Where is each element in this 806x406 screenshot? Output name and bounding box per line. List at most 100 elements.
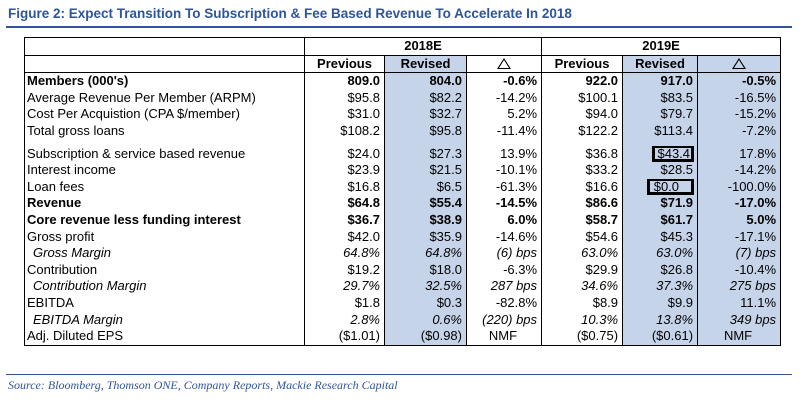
- cell: NMF: [465, 328, 543, 346]
- table-row: Revenue $64.8 $55.4 -14.5% $86.6 $71.9 -…: [24, 195, 781, 212]
- cell: -10.4%: [697, 261, 781, 279]
- cell: -7.2%: [697, 122, 781, 140]
- cell: $61.7: [622, 211, 698, 229]
- cell: $19.2: [347, 261, 380, 277]
- cell: $18.0: [384, 261, 467, 279]
- highlighted-cell: $43.4: [622, 145, 698, 163]
- cell: -82.8%: [465, 294, 543, 312]
- cell: -100.0%: [697, 178, 781, 196]
- cell: $6.5: [384, 178, 467, 196]
- cell: -15.2%: [697, 106, 781, 123]
- cell: 287 bps: [465, 278, 543, 295]
- cell: $28.5: [622, 162, 698, 179]
- table-row: EBITDA Margin 2.8% 0.6% (220) bps 10.3% …: [24, 311, 781, 329]
- row-label: Total gross loans: [24, 122, 305, 140]
- cell: $95.8: [384, 122, 467, 140]
- year-2019e-header: 2019E: [541, 37, 781, 56]
- cell: -11.4%: [465, 122, 543, 140]
- table-row: Gross profit $42.0 $35.9 -14.6% $54.6 $4…: [24, 228, 781, 246]
- cell: 63.0%: [581, 245, 619, 261]
- previous-header-2019: Previous: [541, 55, 623, 74]
- cell: $82.2: [384, 89, 467, 107]
- row-label: EBITDA: [24, 294, 305, 312]
- cell: 5.0%: [697, 211, 781, 229]
- cell: -17.0%: [697, 195, 781, 212]
- delta-triangle-icon: [732, 57, 747, 69]
- delta-header-2019: [697, 55, 781, 74]
- forecast-table: 2018E 2019E Previous Revised Previous Re…: [24, 37, 782, 346]
- cell: $83.5: [622, 89, 698, 107]
- revised-header-2018: Revised: [384, 55, 467, 74]
- figure-title: Figure 2: Expect Transition To Subscript…: [8, 6, 572, 21]
- cell: $33.2: [585, 162, 619, 178]
- cell: 349 bps: [697, 311, 781, 329]
- cell: -14.2%: [465, 89, 543, 107]
- cell: ($0.61): [622, 328, 698, 346]
- header-year-row: 2018E 2019E: [24, 37, 781, 56]
- cell: $95.8: [347, 89, 380, 105]
- cell: 10.3%: [581, 311, 619, 327]
- cell: $16.6: [585, 178, 619, 194]
- cell: ($1.01): [338, 328, 380, 344]
- spacer-row: [24, 139, 781, 146]
- row-label: Core revenue less funding interest: [24, 211, 305, 229]
- cell: NMF: [697, 328, 781, 346]
- row-label: Contribution Margin: [24, 278, 305, 295]
- row-label: Gross Margin: [24, 245, 305, 262]
- cell: $27.3: [384, 145, 467, 163]
- table-row: Members (000's) 809.0 804.0 -0.6% 922.0 …: [24, 72, 781, 90]
- cell: $100.1: [578, 89, 619, 105]
- table-row: Interest income $23.9 $21.5 -10.1% $33.2…: [24, 162, 781, 179]
- cell: 63.0%: [622, 245, 698, 262]
- cell: (7) bps: [697, 245, 781, 262]
- row-label: Gross profit: [24, 228, 305, 246]
- previous-header-2018: Previous: [304, 55, 385, 74]
- cell: $21.5: [384, 162, 467, 179]
- cell: 275 bps: [697, 278, 781, 295]
- cell: 34.6%: [581, 278, 619, 294]
- cell: $71.9: [622, 195, 698, 212]
- cell: $36.8: [585, 145, 619, 161]
- row-label: EBITDA Margin: [24, 311, 305, 329]
- cell: 0.6%: [384, 311, 467, 329]
- cell: -61.3%: [465, 178, 543, 196]
- cell: $64.8: [347, 195, 380, 211]
- table-row: Subscription & service based revenue $24…: [24, 145, 781, 163]
- source-note: Source: Bloomberg, Thomson ONE, Company …: [8, 378, 398, 392]
- cell: 37.3%: [622, 278, 698, 295]
- row-label: Average Revenue Per Member (ARPM): [24, 89, 305, 107]
- highlight-box: $0.0: [646, 178, 695, 195]
- table-row: Average Revenue Per Member (ARPM) $95.8 …: [24, 89, 781, 107]
- cell: 917.0: [622, 72, 698, 90]
- cell: $23.9: [347, 162, 380, 178]
- source-rule: [6, 374, 792, 375]
- cell: 804.0: [384, 72, 467, 90]
- delta-triangle-icon: [497, 57, 512, 69]
- cell: $79.7: [622, 106, 698, 123]
- delta-header-2018: [465, 55, 543, 74]
- year-2018e-header: 2018E: [304, 37, 543, 56]
- highlighted-cell: $0.0: [622, 178, 698, 196]
- cell: 13.8%: [622, 311, 698, 329]
- table-row: Contribution Margin 29.7% 32.5% 287 bps …: [24, 278, 781, 295]
- cell: $45.3: [622, 228, 698, 246]
- cell: 6.0%: [465, 211, 543, 229]
- cell: 32.5%: [384, 278, 467, 295]
- table-row: Loan fees $16.8 $6.5 -61.3% $16.6 $0.0 -…: [24, 178, 781, 196]
- table-row: Cost Per Acquistion (CPA $/member) $31.0…: [24, 106, 781, 123]
- cell: -16.5%: [697, 89, 781, 107]
- cell: $32.7: [384, 106, 467, 123]
- header-corner: [24, 37, 305, 56]
- row-label: Cost Per Acquistion (CPA $/member): [24, 106, 305, 123]
- highlight-box: $43.4: [652, 145, 695, 162]
- header-label-blank: [24, 55, 305, 74]
- cell: 64.8%: [343, 245, 380, 261]
- row-label: Revenue: [24, 195, 305, 212]
- cell: -14.2%: [697, 162, 781, 179]
- row-label: Contribution: [24, 261, 305, 279]
- cell: $113.4: [622, 122, 698, 140]
- cell: 29.7%: [343, 278, 380, 294]
- cell: $35.9: [384, 228, 467, 246]
- cell: 64.8%: [384, 245, 467, 262]
- cell: $86.6: [585, 195, 619, 211]
